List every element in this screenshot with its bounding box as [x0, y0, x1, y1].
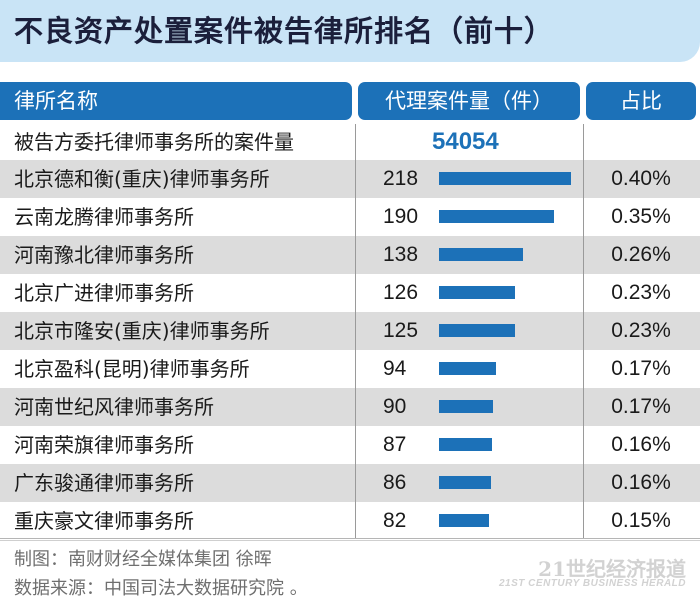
case-count: 190 [383, 205, 419, 228]
case-share: 0.26% [611, 243, 671, 266]
table-row: 重庆豪文律师事务所 82 0.15% [0, 502, 700, 540]
case-count-bar [439, 362, 496, 375]
firm-name: 云南龙腾律师事务所 [14, 205, 194, 229]
case-count: 90 [383, 395, 407, 418]
total-value: 54054 [432, 128, 499, 155]
watermark-subtitle: 21ST CENTURY BUSINESS HERALD [499, 578, 686, 589]
table-row: 广东骏通律师事务所 86 0.16% [0, 464, 700, 502]
firm-name: 北京市隆安(重庆)律师事务所 [14, 319, 270, 343]
footer-source: 数据来源：中国司法大数据研究院 。 [14, 578, 308, 599]
case-count-bar [439, 476, 491, 489]
case-count: 218 [383, 167, 419, 190]
row-divider [0, 540, 700, 541]
case-count: 86 [383, 471, 407, 494]
case-share: 0.23% [611, 319, 671, 342]
case-count-bar [439, 172, 571, 185]
total-label: 被告方委托律师事务所的案件量 [14, 130, 294, 154]
total-row: 被告方委托律师事务所的案件量 54054 [0, 124, 700, 160]
case-share: 0.17% [611, 357, 671, 380]
footer-maker: 制图：南财财经全媒体集团 徐晖 [14, 549, 272, 570]
column-divider [583, 124, 584, 538]
column-header-share: 占比 [586, 82, 696, 120]
firm-name: 河南世纪风律师事务所 [14, 395, 214, 419]
firm-name: 河南豫北律师事务所 [14, 243, 194, 267]
table-row: 云南龙腾律师事务所 190 0.35% [0, 198, 700, 236]
case-count-bar [439, 324, 515, 337]
firm-name: 北京德和衡(重庆)律师事务所 [14, 167, 270, 191]
case-count: 87 [383, 433, 407, 456]
case-share: 0.16% [611, 471, 671, 494]
firm-name: 北京盈科(昆明)律师事务所 [14, 357, 250, 381]
firm-name: 河南荣旗律师事务所 [14, 433, 194, 457]
firm-name: 重庆豪文律师事务所 [14, 509, 194, 533]
firm-name: 北京广进律师事务所 [14, 281, 194, 305]
firm-name: 广东骏通律师事务所 [14, 471, 194, 495]
chart-title: 不良资产处置案件被告律所排名（前十） [14, 14, 555, 48]
case-share: 0.35% [611, 205, 671, 228]
table-row: 河南豫北律师事务所 138 0.26% [0, 236, 700, 274]
case-count-bar [439, 514, 489, 527]
case-count: 138 [383, 243, 419, 266]
table-row: 北京德和衡(重庆)律师事务所 218 0.40% [0, 160, 700, 198]
case-count: 94 [383, 357, 407, 380]
case-share: 0.16% [611, 433, 671, 456]
case-share: 0.15% [611, 509, 671, 532]
case-count: 126 [383, 281, 419, 304]
footer-divider [0, 538, 700, 539]
table-row: 北京盈科(昆明)律师事务所 94 0.17% [0, 350, 700, 388]
case-count-bar [439, 248, 523, 261]
title-banner: 不良资产处置案件被告律所排名（前十） [0, 0, 700, 62]
case-count-bar [439, 210, 554, 223]
table-row: 北京广进律师事务所 126 0.23% [0, 274, 700, 312]
table-row: 河南世纪风律师事务所 90 0.17% [0, 388, 700, 426]
table-row: 河南荣旗律师事务所 87 0.16% [0, 426, 700, 464]
case-share: 0.40% [611, 167, 671, 190]
case-share: 0.17% [611, 395, 671, 418]
case-count: 82 [383, 509, 407, 532]
column-header-name: 律所名称 [0, 82, 352, 120]
watermark-logo: 21世纪经济报道 [538, 557, 686, 581]
column-divider [355, 124, 356, 538]
case-count: 125 [383, 319, 419, 342]
case-count-bar [439, 438, 492, 451]
column-header-count: 代理案件量（件） [358, 82, 580, 120]
case-share: 0.23% [611, 281, 671, 304]
case-count-bar [439, 400, 493, 413]
table-row: 北京市隆安(重庆)律师事务所 125 0.23% [0, 312, 700, 350]
case-count-bar [439, 286, 515, 299]
